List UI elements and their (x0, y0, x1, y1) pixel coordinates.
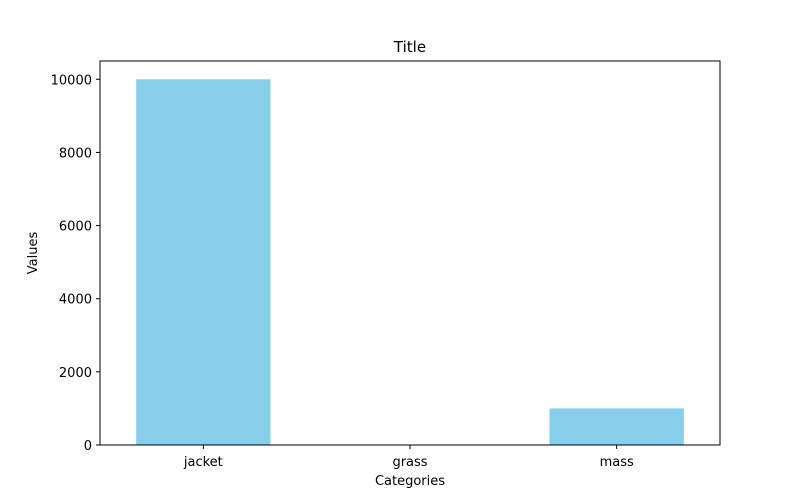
x-axis-ticks: jacket grass mass (183, 445, 634, 470)
x-axis-title: Categories (375, 474, 445, 489)
y-tick-label: 10000 (51, 73, 92, 88)
x-tick-label: jacket (183, 455, 223, 470)
y-axis-ticks: 0 2000 4000 6000 8000 10000 (51, 73, 100, 454)
plot-frame (99, 60, 721, 446)
y-axis-title: Values (26, 232, 41, 275)
y-tick-label: 6000 (59, 220, 92, 235)
chart-title: Title (393, 38, 426, 56)
bars-group (136, 79, 684, 446)
y-tick-label: 2000 (59, 366, 92, 381)
y-tick-label: 4000 (59, 293, 92, 308)
y-tick-label: 0 (84, 439, 92, 454)
bar-mass (549, 408, 684, 445)
x-tick-label: grass (392, 455, 427, 470)
y-tick-label: 8000 (59, 146, 92, 161)
bar-jacket (136, 79, 271, 446)
x-tick-label: mass (600, 455, 634, 470)
